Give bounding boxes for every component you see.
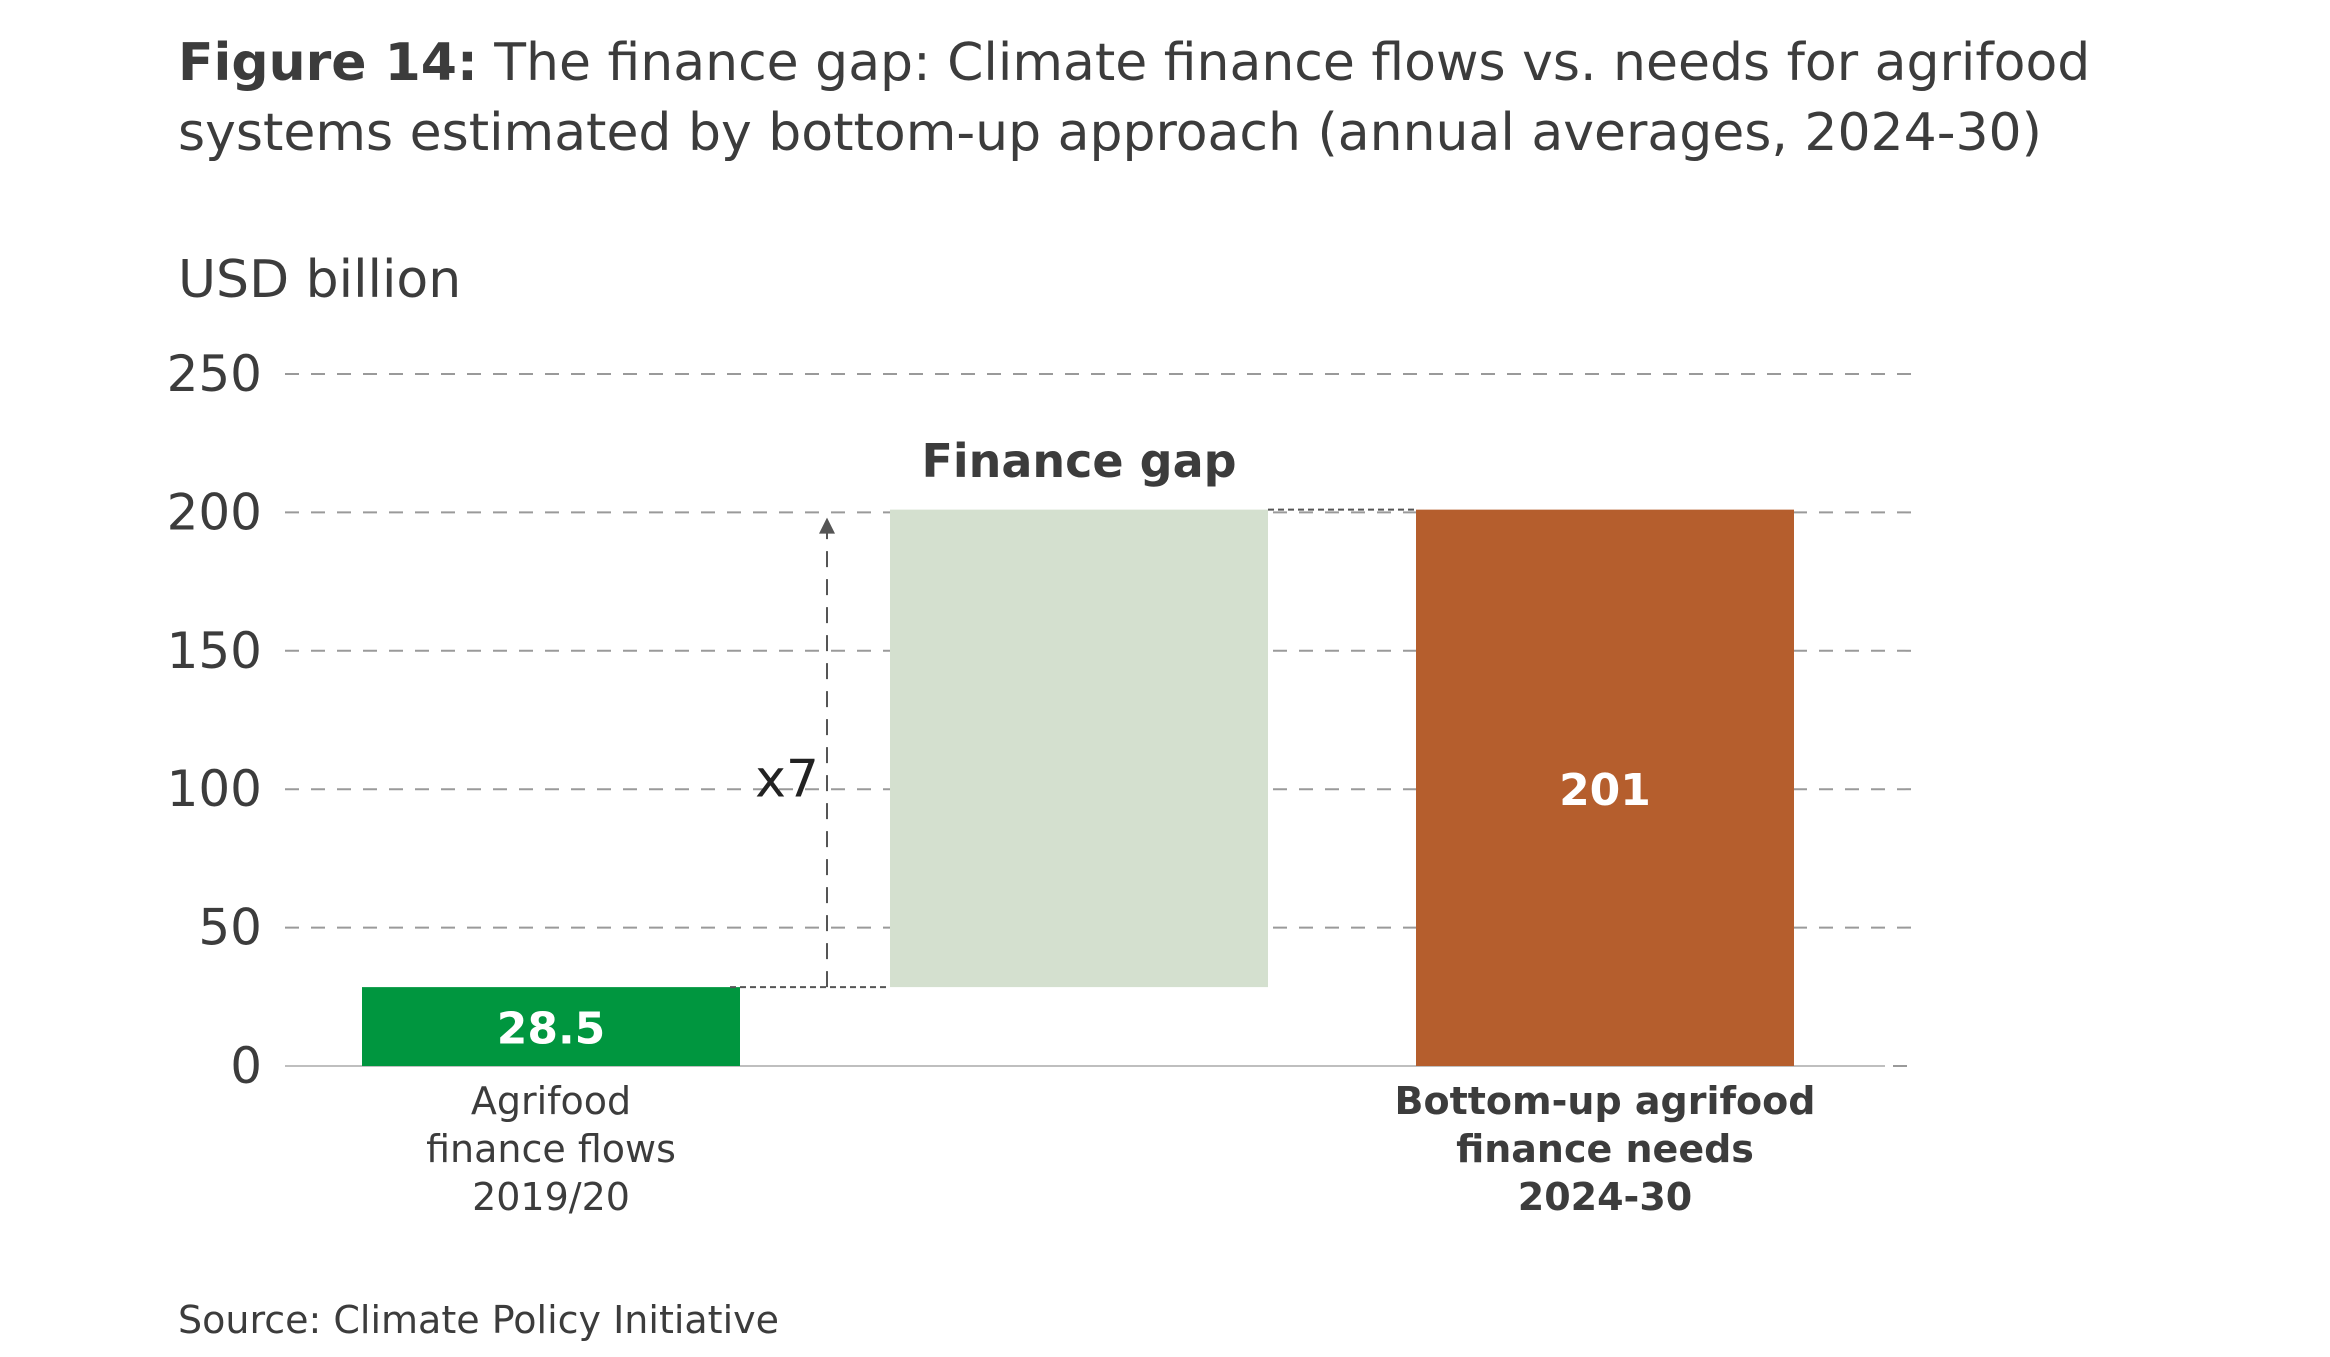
figure-label: Figure 14: xyxy=(178,33,478,93)
x-category-label: 2019/20 xyxy=(472,1175,630,1219)
y-tick-label: 200 xyxy=(167,483,262,541)
x-category-label: finance flows xyxy=(426,1127,676,1171)
y-tick-label: 100 xyxy=(167,760,262,818)
data-label: 28.5 xyxy=(497,1004,606,1055)
data-label: 201 xyxy=(1559,765,1651,816)
bar xyxy=(362,987,740,1066)
figure-title: Figure 14: The finance gap: Climate fina… xyxy=(178,28,2228,168)
multiplier-label: x7 xyxy=(755,749,819,809)
x-category-label: finance needs xyxy=(1456,1127,1754,1171)
y-tick-label: 0 xyxy=(230,1037,262,1095)
y-axis-unit-label: USD billion xyxy=(178,250,462,310)
x-category-label: Agrifood xyxy=(471,1079,631,1123)
figure-title-text: The finance gap: Climate finance flows v… xyxy=(178,33,2091,163)
bar xyxy=(890,509,1268,988)
multiplier-arrow-head xyxy=(819,517,835,534)
y-tick-label: 50 xyxy=(198,899,262,957)
bar xyxy=(1416,509,1794,1067)
finance-gap-label: Finance gap xyxy=(921,434,1236,488)
y-tick-label: 150 xyxy=(167,622,262,680)
source-note: Source: Climate Policy Initiative xyxy=(178,1298,780,1342)
x-category-label: 2024-30 xyxy=(1518,1175,1692,1219)
y-tick-label: 250 xyxy=(167,345,262,403)
x-category-label: Bottom-up agrifood xyxy=(1395,1079,1816,1123)
